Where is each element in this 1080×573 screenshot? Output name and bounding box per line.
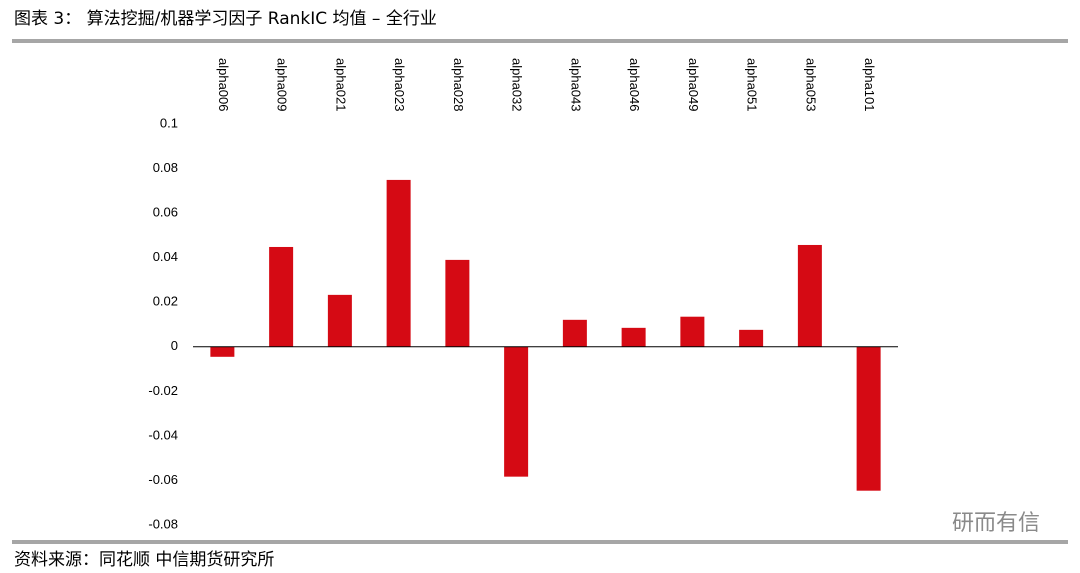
y-tick-label: 0.02: [153, 294, 178, 309]
bar: [386, 179, 411, 347]
x-tick-label: alpha028: [451, 58, 466, 112]
watermark: 研而有信: [952, 511, 1040, 536]
bar: [210, 346, 235, 357]
bar: [445, 259, 470, 347]
y-tick-label: 0.04: [153, 249, 178, 264]
y-tick-label: 0: [171, 338, 178, 353]
bar: [739, 329, 764, 347]
x-tick-label: alpha051: [745, 58, 760, 112]
footer-rule: [12, 540, 1068, 544]
chart-title: 图表 3： 算法挖掘/机器学习因子 RankIC 均值 – 全行业: [14, 9, 437, 29]
bar: [680, 316, 705, 347]
x-tick-label: alpha043: [568, 58, 583, 112]
x-tick-label: alpha101: [862, 58, 877, 112]
y-tick-label: 0.1: [160, 115, 178, 130]
x-tick-label: alpha046: [627, 58, 642, 112]
bar: [621, 327, 646, 347]
bar: [504, 346, 529, 477]
bar: [562, 319, 587, 347]
y-tick-label: -0.04: [148, 427, 178, 442]
header-rule: [12, 39, 1068, 43]
y-tick-label: -0.08: [148, 516, 178, 531]
x-tick-label: alpha049: [686, 58, 701, 112]
bar: [797, 244, 822, 347]
x-tick-label: alpha009: [275, 58, 290, 112]
bar: [856, 346, 881, 491]
source-note: 资料来源：同花顺 中信期货研究所: [14, 550, 274, 570]
x-tick-label: alpha021: [333, 58, 348, 112]
y-tick-label: -0.02: [148, 383, 178, 398]
y-tick-label: 0.08: [153, 160, 178, 175]
bar: [269, 246, 294, 347]
x-tick-label: alpha053: [803, 58, 818, 112]
x-tick-label: alpha032: [510, 58, 525, 112]
y-tick-label: -0.06: [148, 472, 178, 487]
x-tick-label: alpha006: [216, 58, 231, 112]
x-tick-label: alpha023: [392, 58, 407, 112]
bar: [327, 294, 352, 347]
y-tick-label: 0.06: [153, 205, 178, 220]
